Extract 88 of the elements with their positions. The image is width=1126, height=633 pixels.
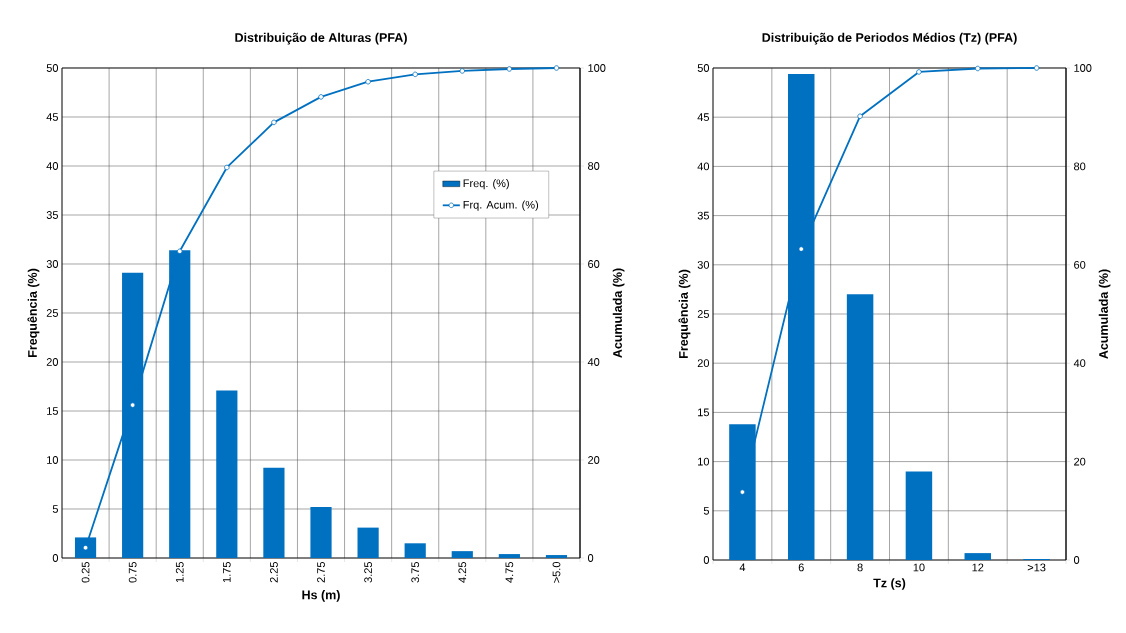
point <box>459 68 465 74</box>
bar <box>498 554 520 558</box>
y2-tick-label: 0 <box>1073 556 1080 564</box>
y-tick-label: 10 <box>698 457 710 466</box>
x-tick-label: 10 <box>913 563 925 572</box>
x-tick-label: 1.25 <box>175 562 184 583</box>
chart-title: Distribuição de Alturas (PFA) <box>235 32 407 45</box>
point <box>916 69 922 75</box>
point <box>739 489 746 495</box>
y2-tick-label: 60 <box>588 260 600 268</box>
y2-tick-label: 40 <box>587 358 600 366</box>
y-tick-label: 15 <box>47 407 58 415</box>
point <box>365 79 371 85</box>
legend-label: Freq. (%) <box>463 179 509 190</box>
y-axis-title: Frequência (%) <box>678 269 691 358</box>
bar <box>905 471 933 560</box>
point <box>177 248 183 254</box>
y2-tick-label: 40 <box>1073 359 1086 368</box>
x-tick-label: 12 <box>972 563 984 572</box>
y-tick-label: 45 <box>46 113 58 121</box>
y-tick-label: 50 <box>46 64 59 72</box>
y2-axis-title: Acumulada (%) <box>1098 269 1111 359</box>
point <box>506 66 513 72</box>
y-tick-label: 45 <box>697 113 709 122</box>
x-tick-label: 2.75 <box>317 562 325 583</box>
y-tick-label: 40 <box>697 162 710 171</box>
y-axis-title: Frequência (%) <box>27 268 40 357</box>
y2-tick-label: 20 <box>1074 457 1086 466</box>
point <box>798 246 804 252</box>
y-tick-label: 5 <box>52 505 58 513</box>
bar <box>216 390 238 558</box>
x-axis-title: Hs (m) <box>302 590 340 602</box>
x-tick-label: >13 <box>1027 563 1046 572</box>
y-tick-label: 15 <box>698 408 709 417</box>
y2-tick-label: 0 <box>587 554 594 562</box>
y2-tick-label: 100 <box>588 64 606 72</box>
y-tick-label: 20 <box>697 359 710 368</box>
y2-tick-label: 100 <box>1074 64 1092 72</box>
bar <box>404 543 426 558</box>
y-tick-label: 30 <box>46 260 59 268</box>
y-tick-label: 20 <box>46 358 59 366</box>
x-tick-label: 4 <box>739 563 746 572</box>
y-tick-label: 30 <box>697 260 710 269</box>
x-axis-title: Tz (s) <box>873 578 906 590</box>
point <box>318 94 324 100</box>
y-tick-label: 35 <box>697 211 709 220</box>
y-tick-label: 10 <box>47 456 59 464</box>
y2-tick-label: 80 <box>588 162 600 170</box>
bar <box>357 527 379 558</box>
point <box>271 119 277 126</box>
x-tick-label: 3.75 <box>411 562 420 583</box>
x-tick-label: 4.25 <box>458 562 467 583</box>
point <box>224 164 230 171</box>
point <box>857 113 863 119</box>
bar <box>451 551 473 558</box>
bar <box>964 553 991 560</box>
bar <box>846 294 874 560</box>
y2-tick-label: 20 <box>588 456 600 464</box>
x-tick-label: 0.25 <box>81 562 90 583</box>
y-tick-label: 5 <box>703 506 709 515</box>
y-tick-label: 25 <box>46 309 58 317</box>
y-tick-label: 40 <box>46 162 59 170</box>
x-tick-label: 6 <box>798 563 804 572</box>
point <box>553 65 560 71</box>
point <box>1033 65 1040 71</box>
chart-title: Distribuição de Periodos Médios (Tz) (PFA) <box>762 32 1017 45</box>
y2-tick-label: 60 <box>1074 260 1086 269</box>
x-tick-label: 4.75 <box>505 562 514 583</box>
x-tick-label: 0.75 <box>128 562 137 583</box>
y-tick-label: 50 <box>697 64 710 72</box>
legend-label: Frq. Acum. (%) <box>463 200 539 211</box>
y-tick-label: 35 <box>46 211 58 219</box>
y-tick-label: 0 <box>52 554 59 562</box>
x-tick-label: 2.25 <box>270 562 278 583</box>
x-tick-label: 1.75 <box>223 562 231 583</box>
x-tick-label: 3.25 <box>364 562 372 583</box>
point <box>129 402 136 408</box>
bar <box>263 467 285 558</box>
point <box>975 65 981 72</box>
bar <box>310 507 332 558</box>
point <box>412 71 418 78</box>
y2-tick-label: 80 <box>1074 162 1086 171</box>
bar <box>545 555 568 558</box>
x-tick-label: 8 <box>857 563 863 572</box>
y-tick-label: 0 <box>703 556 710 564</box>
y2-axis-title: Acumulada (%) <box>612 268 625 358</box>
y-tick-label: 25 <box>697 310 709 318</box>
x-tick-label: >5.0 <box>552 561 561 583</box>
